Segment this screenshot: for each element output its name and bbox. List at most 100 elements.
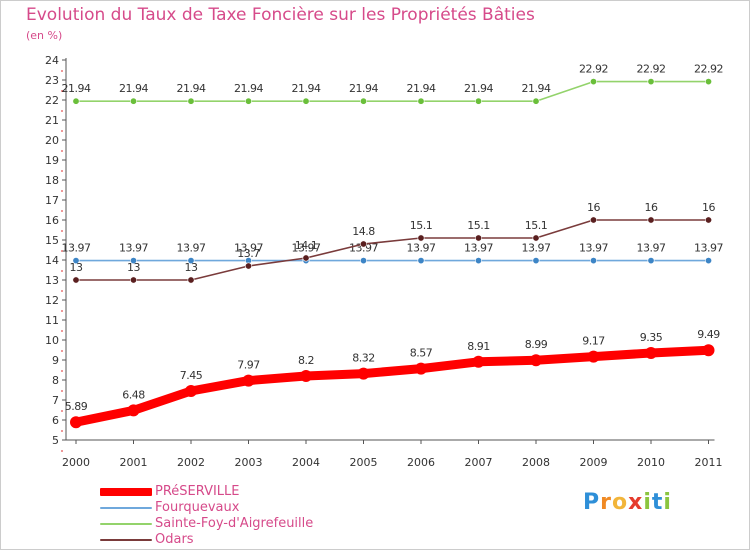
data-point bbox=[359, 257, 367, 265]
logo-letter: o bbox=[611, 490, 629, 515]
logo-letter: i bbox=[643, 490, 652, 515]
x-tick-label: 2006 bbox=[407, 456, 435, 469]
data-label: 8.91 bbox=[467, 340, 490, 353]
data-label: 13 bbox=[127, 261, 140, 274]
data-point bbox=[702, 344, 715, 357]
series-line bbox=[71, 345, 713, 427]
data-label: 15.1 bbox=[410, 219, 433, 232]
data-label: 21.94 bbox=[119, 82, 148, 95]
x-tick-label: 2007 bbox=[465, 456, 493, 469]
data-label: 8.99 bbox=[525, 338, 548, 351]
data-point bbox=[704, 216, 712, 224]
y-tick-label: 17 bbox=[45, 194, 59, 207]
y-tick-label: 5 bbox=[52, 434, 59, 447]
data-point bbox=[300, 370, 312, 382]
y-tick-label: 20 bbox=[45, 134, 59, 147]
data-point bbox=[589, 78, 597, 86]
data-point bbox=[302, 254, 310, 262]
data-point bbox=[72, 97, 80, 105]
data-label: 21.94 bbox=[234, 82, 263, 95]
data-label: 21.94 bbox=[177, 82, 206, 95]
data-label: 13.97 bbox=[62, 242, 91, 255]
logo-letter: P bbox=[583, 490, 601, 515]
y-tick-label: 23 bbox=[45, 74, 59, 87]
data-point bbox=[474, 257, 482, 265]
data-label: 22.92 bbox=[694, 63, 723, 76]
data-label: 13.97 bbox=[177, 242, 206, 255]
data-point bbox=[417, 97, 425, 105]
y-tick-label: 14 bbox=[45, 254, 59, 267]
legend-swatch bbox=[100, 507, 152, 509]
data-label: 13 bbox=[70, 261, 83, 274]
data-label: 13.97 bbox=[579, 242, 608, 255]
x-tick-label: 2000 bbox=[62, 456, 90, 469]
x-tick-label: 2010 bbox=[637, 456, 665, 469]
data-point bbox=[647, 78, 655, 86]
data-label: 8.57 bbox=[410, 347, 433, 360]
data-label: 14.8 bbox=[352, 225, 375, 238]
data-point bbox=[532, 257, 540, 265]
data-point bbox=[359, 97, 367, 105]
y-tick-label: 11 bbox=[45, 314, 59, 327]
y-tick-label: 19 bbox=[45, 154, 59, 167]
x-tick-label: 2009 bbox=[580, 456, 608, 469]
x-tick-label: 2005 bbox=[350, 456, 378, 469]
data-label: 16 bbox=[587, 201, 600, 214]
logo-letter: i bbox=[663, 490, 672, 515]
chart-unit-label: (en %) bbox=[26, 29, 63, 42]
data-point bbox=[72, 276, 80, 284]
data-point bbox=[704, 78, 712, 86]
y-tick-label: 12 bbox=[45, 294, 59, 307]
data-point bbox=[704, 257, 712, 265]
data-label: 7.97 bbox=[237, 359, 260, 372]
x-tick-label: 2011 bbox=[695, 456, 723, 469]
data-point bbox=[72, 257, 80, 265]
data-label: 22.92 bbox=[579, 63, 608, 76]
data-label: 16 bbox=[702, 201, 715, 214]
series-line bbox=[75, 80, 710, 102]
y-tick-label: 22 bbox=[45, 94, 59, 107]
y-tick-label: 15 bbox=[45, 234, 59, 247]
data-point bbox=[532, 97, 540, 105]
chart-title: Evolution du Taux de Taxe Foncière sur l… bbox=[26, 5, 535, 25]
data-point bbox=[130, 276, 138, 284]
data-label: 13.97 bbox=[522, 242, 551, 255]
data-point bbox=[645, 347, 657, 359]
data-point bbox=[647, 257, 655, 265]
data-label: 13.97 bbox=[349, 242, 378, 255]
y-tick-label: 24 bbox=[45, 54, 59, 67]
data-label: 5.89 bbox=[65, 400, 88, 413]
data-point bbox=[589, 257, 597, 265]
data-point bbox=[357, 367, 370, 380]
y-tick-label: 18 bbox=[45, 174, 59, 187]
legend-swatch bbox=[100, 523, 152, 525]
data-label: 9.49 bbox=[697, 328, 720, 341]
data-label: 21.94 bbox=[464, 82, 493, 95]
data-point bbox=[359, 240, 367, 248]
y-tick-label: 9 bbox=[52, 354, 59, 367]
data-point bbox=[474, 97, 482, 105]
data-label: 13.97 bbox=[464, 242, 493, 255]
legend-swatch bbox=[100, 488, 152, 496]
data-label: 13 bbox=[185, 261, 198, 274]
data-point bbox=[589, 216, 597, 224]
data-label: 21.94 bbox=[522, 82, 551, 95]
data-point bbox=[187, 276, 195, 284]
data-point bbox=[417, 234, 425, 242]
y-tick-label: 13 bbox=[45, 274, 59, 287]
data-label: 13.97 bbox=[694, 242, 723, 255]
data-point bbox=[130, 97, 138, 105]
data-point bbox=[302, 97, 310, 105]
data-label: 6.48 bbox=[122, 388, 145, 401]
data-label: 13.7 bbox=[237, 247, 260, 260]
x-tick-label: 2004 bbox=[292, 456, 320, 469]
data-point bbox=[647, 216, 655, 224]
x-tick-label: 2003 bbox=[235, 456, 263, 469]
logo-letter: x bbox=[628, 490, 644, 515]
data-label: 21.94 bbox=[349, 82, 378, 95]
y-tick-label: 16 bbox=[45, 214, 59, 227]
data-label: 21.94 bbox=[407, 82, 436, 95]
data-label: 21.94 bbox=[62, 82, 91, 95]
legend-label: Fourquevaux bbox=[155, 500, 240, 515]
data-label: 13.97 bbox=[292, 242, 321, 255]
